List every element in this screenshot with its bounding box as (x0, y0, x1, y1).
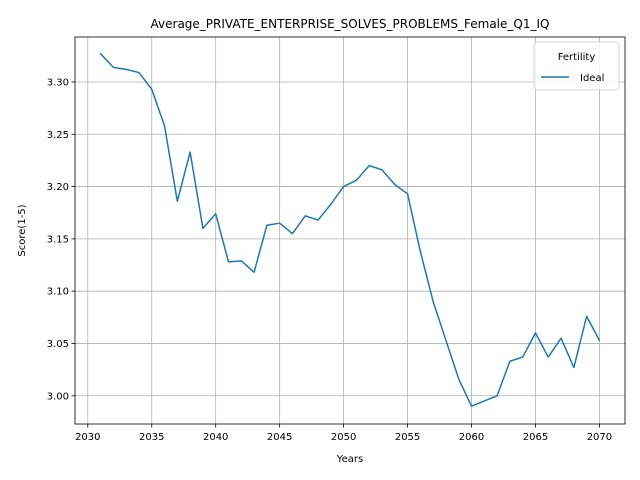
legend-label-ideal: Ideal (580, 73, 604, 84)
y-tick-label: 3.15 (47, 234, 69, 245)
x-axis: 2030 2035 2040 2045 2050 2055 2060 2065 2070 (75, 424, 612, 443)
y-tick-label: 3.25 (47, 130, 69, 141)
y-tick-label: 3.05 (47, 339, 69, 350)
chart-title: Average_PRIVATE_ENTERPRISE_SOLVES_PROBLE… (151, 17, 550, 31)
y-tick-label: 3.30 (47, 77, 69, 88)
x-tick-label: 2070 (587, 432, 612, 443)
x-tick-label: 2035 (139, 432, 164, 443)
x-tick-label: 2060 (459, 432, 484, 443)
x-tick-label: 2065 (523, 432, 548, 443)
x-tick-label: 2050 (331, 432, 356, 443)
legend: Fertility Ideal (533, 41, 620, 91)
y-tick-label: 3.00 (47, 391, 69, 402)
x-tick-label: 2030 (75, 432, 100, 443)
x-tick-label: 2055 (395, 432, 420, 443)
grid (75, 37, 625, 424)
legend-title: Fertility (558, 52, 596, 63)
series-line-ideal (99, 52, 601, 407)
y-tick-label: 3.20 (47, 182, 69, 193)
series-layer (99, 52, 601, 407)
plot-background (75, 37, 625, 424)
x-tick-label: 2045 (267, 432, 292, 443)
y-tick-label: 3.10 (47, 287, 69, 298)
x-axis-label: Years (336, 454, 363, 465)
x-tick-label: 2040 (203, 432, 228, 443)
plot-frame (74, 36, 626, 425)
y-axis-label: Score(1-5) (17, 204, 28, 256)
y-axis: 3.00 3.05 3.10 3.15 3.20 3.25 3.30 (47, 77, 75, 402)
legend-box (533, 41, 620, 91)
